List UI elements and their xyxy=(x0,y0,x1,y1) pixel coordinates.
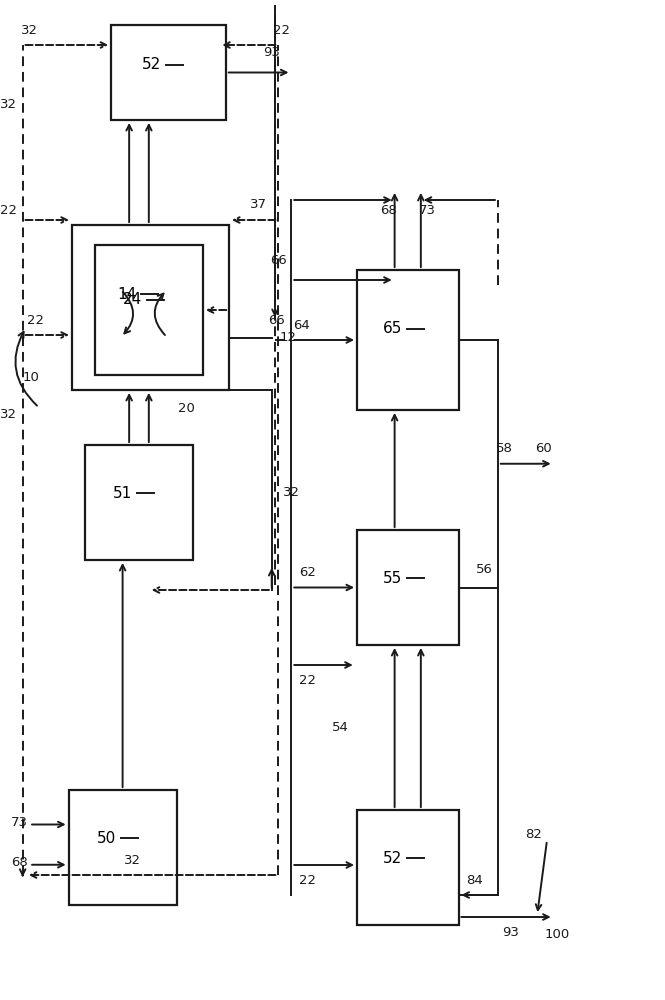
Text: 60: 60 xyxy=(535,442,552,455)
Text: 52: 52 xyxy=(383,851,402,866)
Text: 82: 82 xyxy=(525,828,543,842)
Bar xyxy=(357,530,459,645)
Text: 52: 52 xyxy=(142,57,161,72)
Text: 32: 32 xyxy=(124,854,141,866)
Text: 20: 20 xyxy=(178,401,195,414)
Text: 84: 84 xyxy=(467,874,483,886)
Text: 37: 37 xyxy=(250,198,267,212)
Text: 50: 50 xyxy=(96,831,116,846)
Text: 32: 32 xyxy=(283,486,300,499)
Text: 32: 32 xyxy=(21,23,38,36)
Text: 64: 64 xyxy=(293,319,310,332)
Text: 56: 56 xyxy=(476,563,493,576)
Text: 73: 73 xyxy=(419,204,436,217)
Text: 58: 58 xyxy=(496,442,513,455)
Text: 22: 22 xyxy=(0,204,17,217)
Text: 14: 14 xyxy=(117,287,136,302)
Text: 32: 32 xyxy=(0,99,17,111)
Text: 93: 93 xyxy=(503,926,519,940)
Text: 55: 55 xyxy=(383,571,402,586)
Text: 32: 32 xyxy=(0,408,17,421)
Text: 68: 68 xyxy=(11,856,28,869)
Text: 54: 54 xyxy=(332,721,349,734)
Text: 100: 100 xyxy=(544,928,569,942)
Text: 73: 73 xyxy=(11,816,28,829)
Text: 93: 93 xyxy=(263,46,280,59)
Text: 62: 62 xyxy=(299,566,316,579)
Text: 22: 22 xyxy=(299,674,317,687)
Text: 12: 12 xyxy=(279,331,297,344)
Text: 22: 22 xyxy=(27,314,45,327)
Bar xyxy=(68,790,177,905)
Bar xyxy=(357,270,459,410)
Bar xyxy=(85,445,193,560)
Text: 24: 24 xyxy=(123,292,142,307)
Text: 68: 68 xyxy=(380,204,396,217)
Bar xyxy=(357,810,459,925)
Text: 10: 10 xyxy=(22,371,39,384)
Bar xyxy=(111,25,226,120)
Text: 65: 65 xyxy=(383,321,402,336)
Text: 66: 66 xyxy=(270,253,287,266)
Bar xyxy=(94,245,203,375)
Text: 51: 51 xyxy=(113,486,132,501)
Text: 66: 66 xyxy=(268,314,285,327)
Text: 22: 22 xyxy=(273,23,290,36)
Text: 22: 22 xyxy=(299,874,317,886)
Bar xyxy=(72,225,229,390)
